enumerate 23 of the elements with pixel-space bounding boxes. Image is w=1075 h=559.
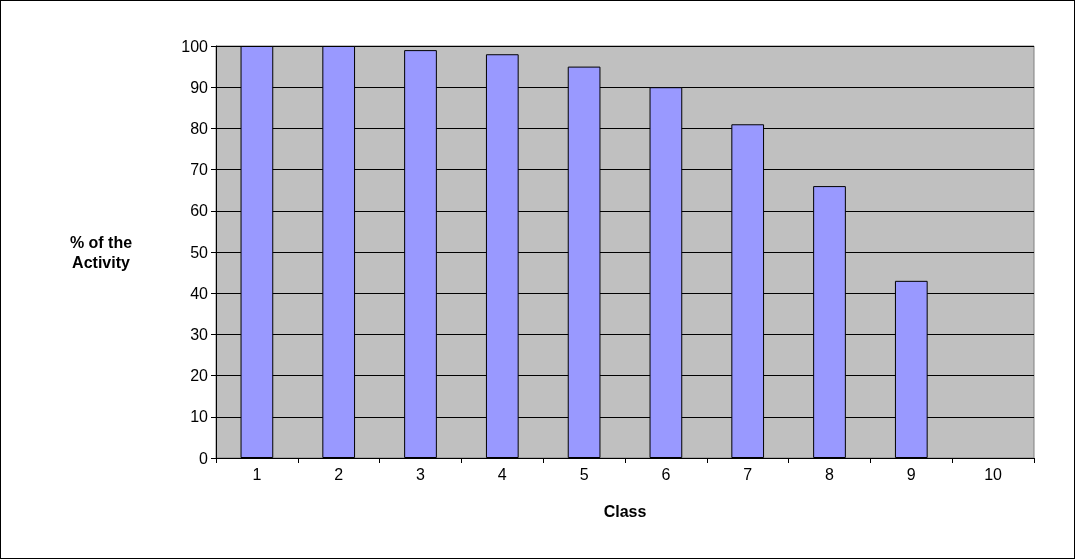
x-tick-label: 2 [334,465,344,483]
y-tick-label: 80 [190,119,209,137]
x-tick-label: 10 [984,465,1003,483]
x-tick-label: 6 [661,465,671,483]
y-tick-label: 20 [190,367,209,385]
y-tick-label: 60 [190,202,209,220]
y-tick-label: 50 [190,243,209,261]
y-tick-label: 100 [181,37,209,55]
x-tick-label: 1 [252,465,262,483]
x-tick-label: 3 [416,465,426,483]
x-tick-label: 7 [743,465,753,483]
y-tick-label: 0 [199,449,209,467]
x-tick-label: 8 [825,465,835,483]
y-tick-label: 30 [190,325,209,343]
y-tick-label: 10 [190,408,209,426]
y-tick-label: 90 [190,78,209,96]
x-tick-label: 5 [579,465,589,483]
y-axis-title: % of the Activity [69,233,133,271]
y-tick-label: 70 [190,161,209,179]
x-axis-title: Class [603,502,647,520]
x-tick-label: 4 [497,465,507,483]
x-tick-label: 9 [906,465,916,483]
y-tick-label: 40 [190,284,209,302]
